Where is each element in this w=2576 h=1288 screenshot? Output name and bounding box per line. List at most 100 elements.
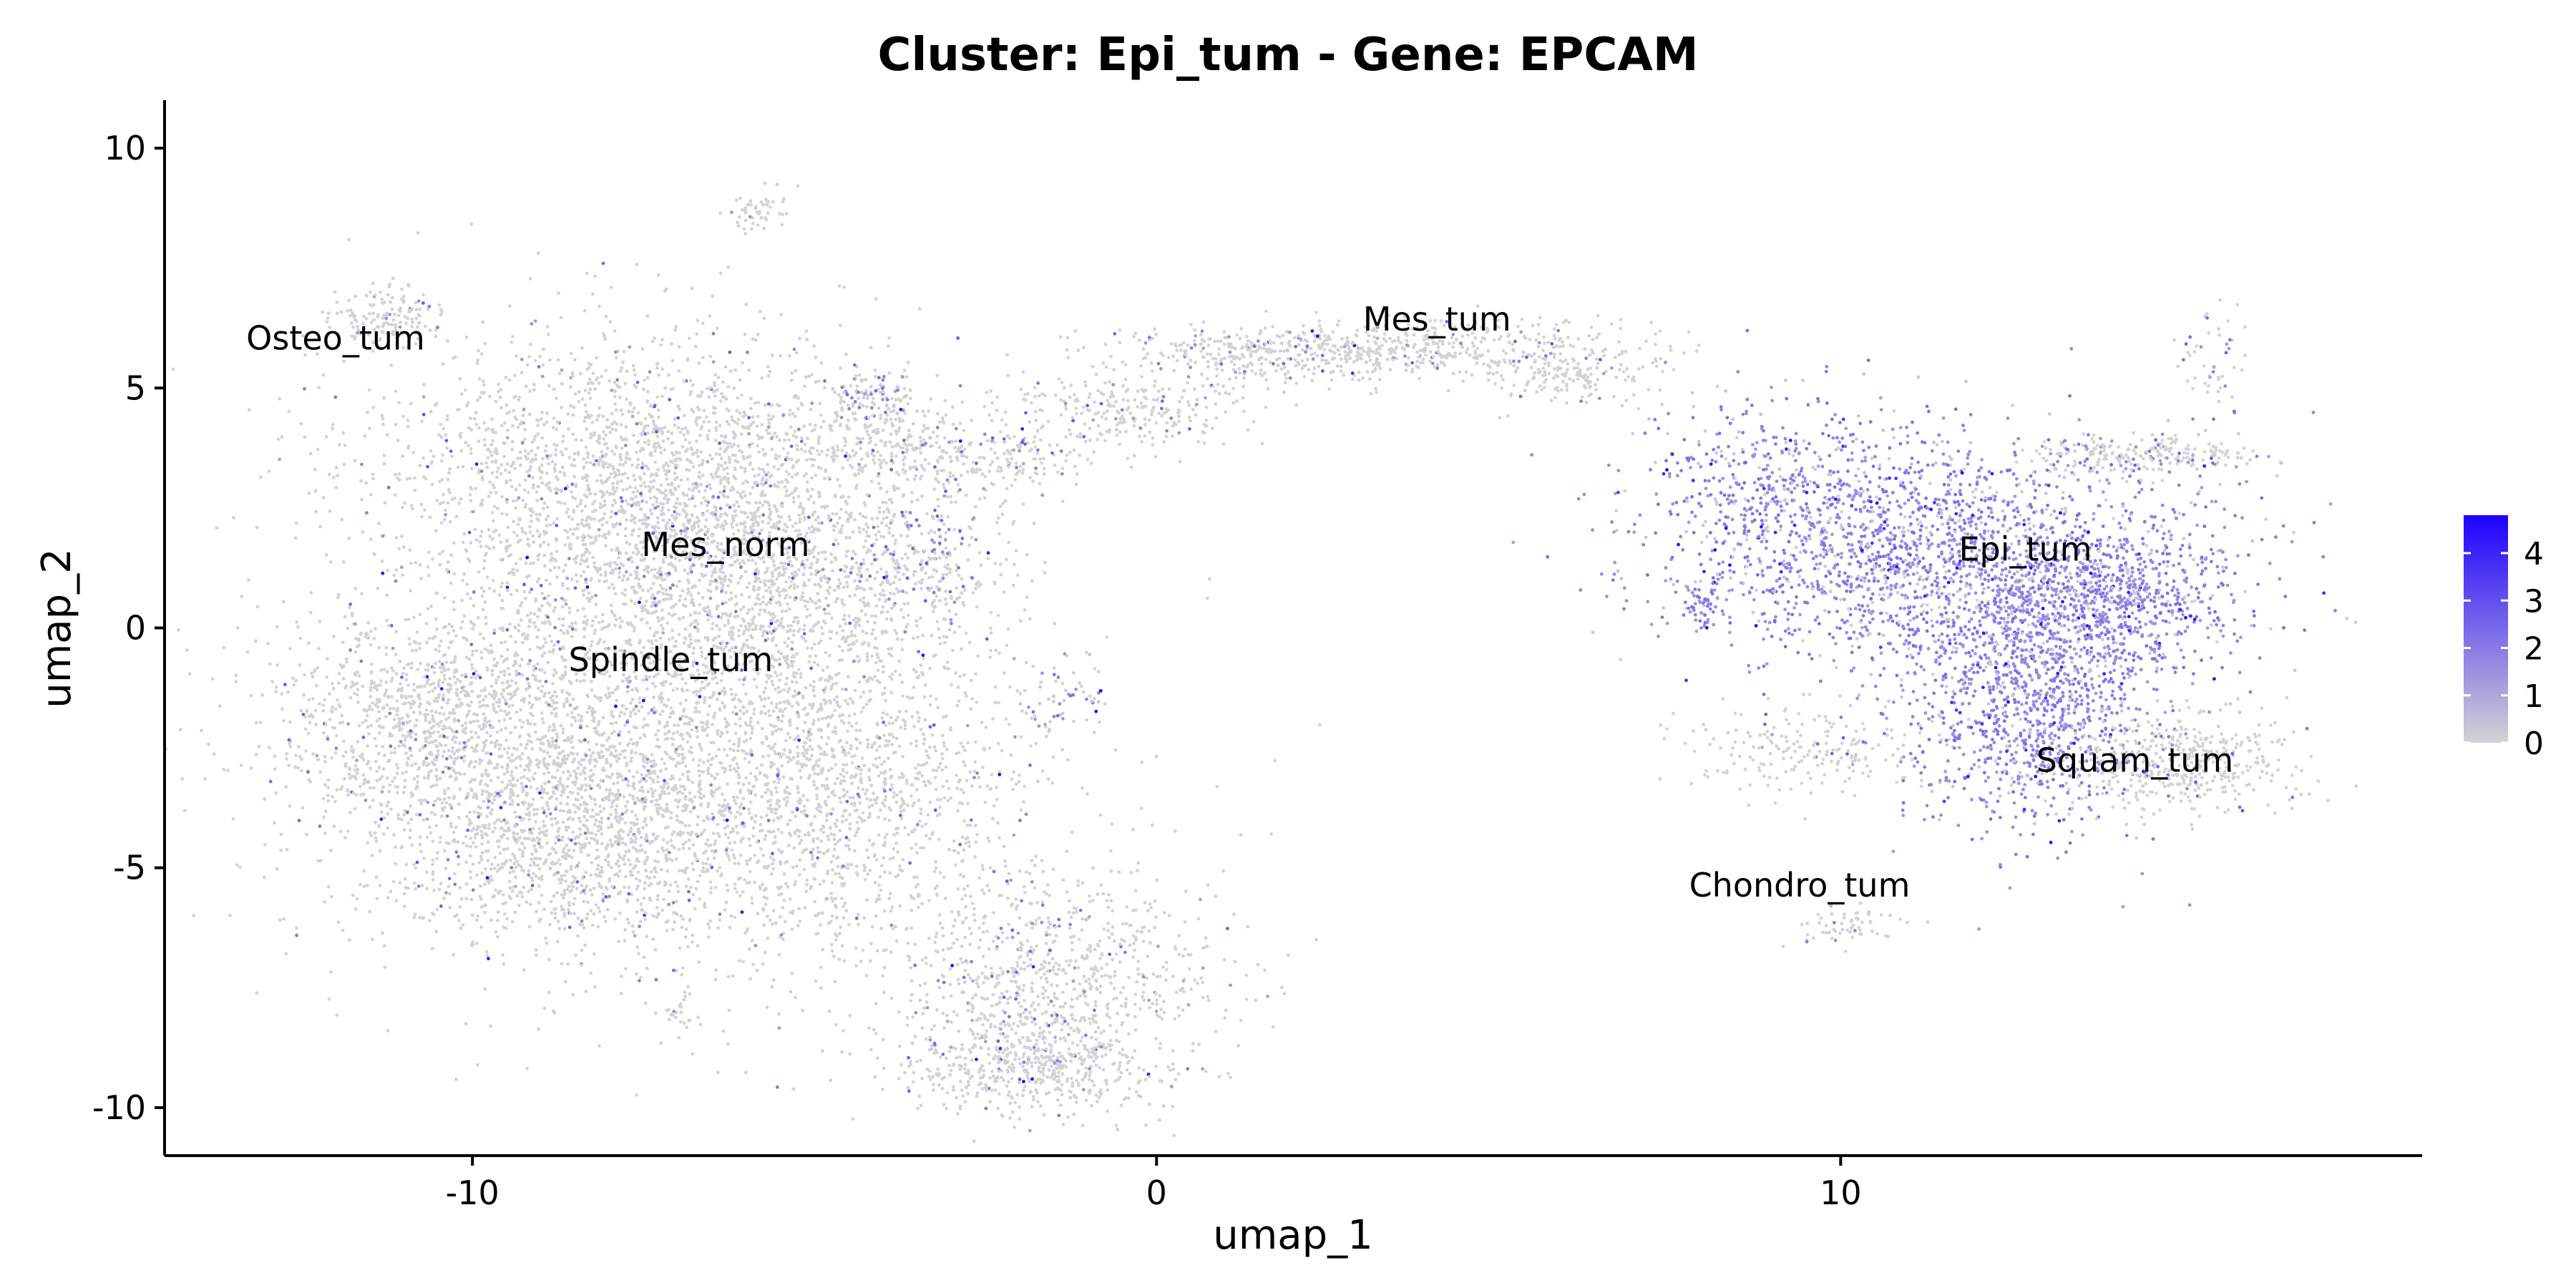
cell-point xyxy=(633,823,636,827)
cell-point xyxy=(385,618,389,623)
cell-point xyxy=(727,858,731,862)
cell-point xyxy=(257,744,261,748)
cell-point xyxy=(660,846,664,850)
cell-point xyxy=(254,753,258,756)
cell-point xyxy=(819,676,823,680)
cell-point xyxy=(389,807,393,811)
cell-point xyxy=(625,743,630,747)
cell-point xyxy=(604,847,608,851)
cell-point xyxy=(404,678,409,682)
cell-point xyxy=(509,731,513,735)
cell-point xyxy=(479,925,483,929)
cell-point xyxy=(426,774,431,777)
cell-point xyxy=(365,713,369,718)
cell-point xyxy=(528,828,532,831)
cell-point xyxy=(656,728,660,733)
cell-point xyxy=(678,761,682,766)
cell-point xyxy=(562,675,565,679)
cell-point xyxy=(916,711,919,715)
cell-point xyxy=(632,725,636,729)
cell-point xyxy=(591,923,595,927)
cell-point xyxy=(728,747,732,751)
cell-point xyxy=(449,824,453,829)
cell-point xyxy=(530,706,533,710)
cell-point xyxy=(515,894,519,898)
cell-point xyxy=(1110,822,1114,826)
cell-point xyxy=(555,701,559,705)
cell-point xyxy=(567,693,572,697)
cell-point xyxy=(492,589,497,593)
cell-point xyxy=(537,765,540,769)
cell-point xyxy=(521,785,525,789)
cell-point xyxy=(325,657,329,661)
cell-point xyxy=(464,882,469,886)
cell-point xyxy=(388,783,392,787)
cell-point xyxy=(777,678,781,683)
cell-point xyxy=(490,862,494,867)
cell-point xyxy=(325,675,329,679)
cell-point xyxy=(550,640,554,643)
cell-point xyxy=(535,698,539,701)
cell-point xyxy=(1019,808,1023,812)
cell-point xyxy=(829,832,833,836)
cell-point xyxy=(640,705,644,709)
cell-point xyxy=(652,695,655,699)
cell-point xyxy=(631,846,635,849)
cell-point xyxy=(861,811,865,815)
cell-point xyxy=(505,770,509,774)
cell-point xyxy=(449,756,454,760)
cell-point xyxy=(530,857,534,862)
cell-point xyxy=(810,753,814,758)
cell-point xyxy=(751,622,755,625)
cell-point xyxy=(620,749,625,753)
cell-point xyxy=(541,742,545,746)
cell-point xyxy=(558,776,562,781)
cell-point xyxy=(420,884,424,887)
cell-point xyxy=(699,482,703,487)
cell-point xyxy=(439,719,444,723)
cell-point xyxy=(584,788,587,792)
cell-point xyxy=(537,901,541,904)
cell-point xyxy=(326,884,331,889)
cell-point xyxy=(842,570,847,573)
cell-point xyxy=(479,650,484,654)
cell-point xyxy=(815,759,819,763)
cell-point xyxy=(483,910,487,914)
cell-point xyxy=(544,640,548,645)
cell-point xyxy=(686,731,689,735)
cell-point xyxy=(865,898,869,902)
cell-point xyxy=(326,737,330,741)
cell-point xyxy=(790,572,794,575)
cell-point xyxy=(374,836,378,840)
cell-point xyxy=(624,707,628,711)
cell-point xyxy=(527,889,531,894)
cell-point xyxy=(888,857,892,861)
cell-point xyxy=(582,771,586,775)
cell-point xyxy=(751,826,756,830)
cell-point xyxy=(249,693,253,698)
cell-point xyxy=(702,869,706,874)
cell-point xyxy=(571,992,575,997)
cell-point xyxy=(630,873,635,877)
cell-point xyxy=(582,607,585,611)
cell-point xyxy=(670,656,675,660)
cell-point xyxy=(368,909,372,914)
cell-point xyxy=(780,764,784,768)
cell-point xyxy=(587,591,591,595)
cell-point xyxy=(726,782,729,786)
cell-point xyxy=(308,610,313,615)
cell-point xyxy=(693,907,697,911)
cell-point xyxy=(761,853,766,857)
cell-point xyxy=(479,812,483,816)
cell-point xyxy=(529,786,533,789)
cell-point xyxy=(353,671,357,675)
cell-point xyxy=(650,708,654,712)
cell-point xyxy=(545,814,549,819)
cell-point xyxy=(368,704,372,708)
cell-point xyxy=(815,806,819,811)
cell-point xyxy=(696,944,700,948)
cell-point xyxy=(496,776,500,779)
cell-point xyxy=(354,776,358,781)
cell-point xyxy=(466,712,469,716)
cell-point xyxy=(522,768,527,772)
